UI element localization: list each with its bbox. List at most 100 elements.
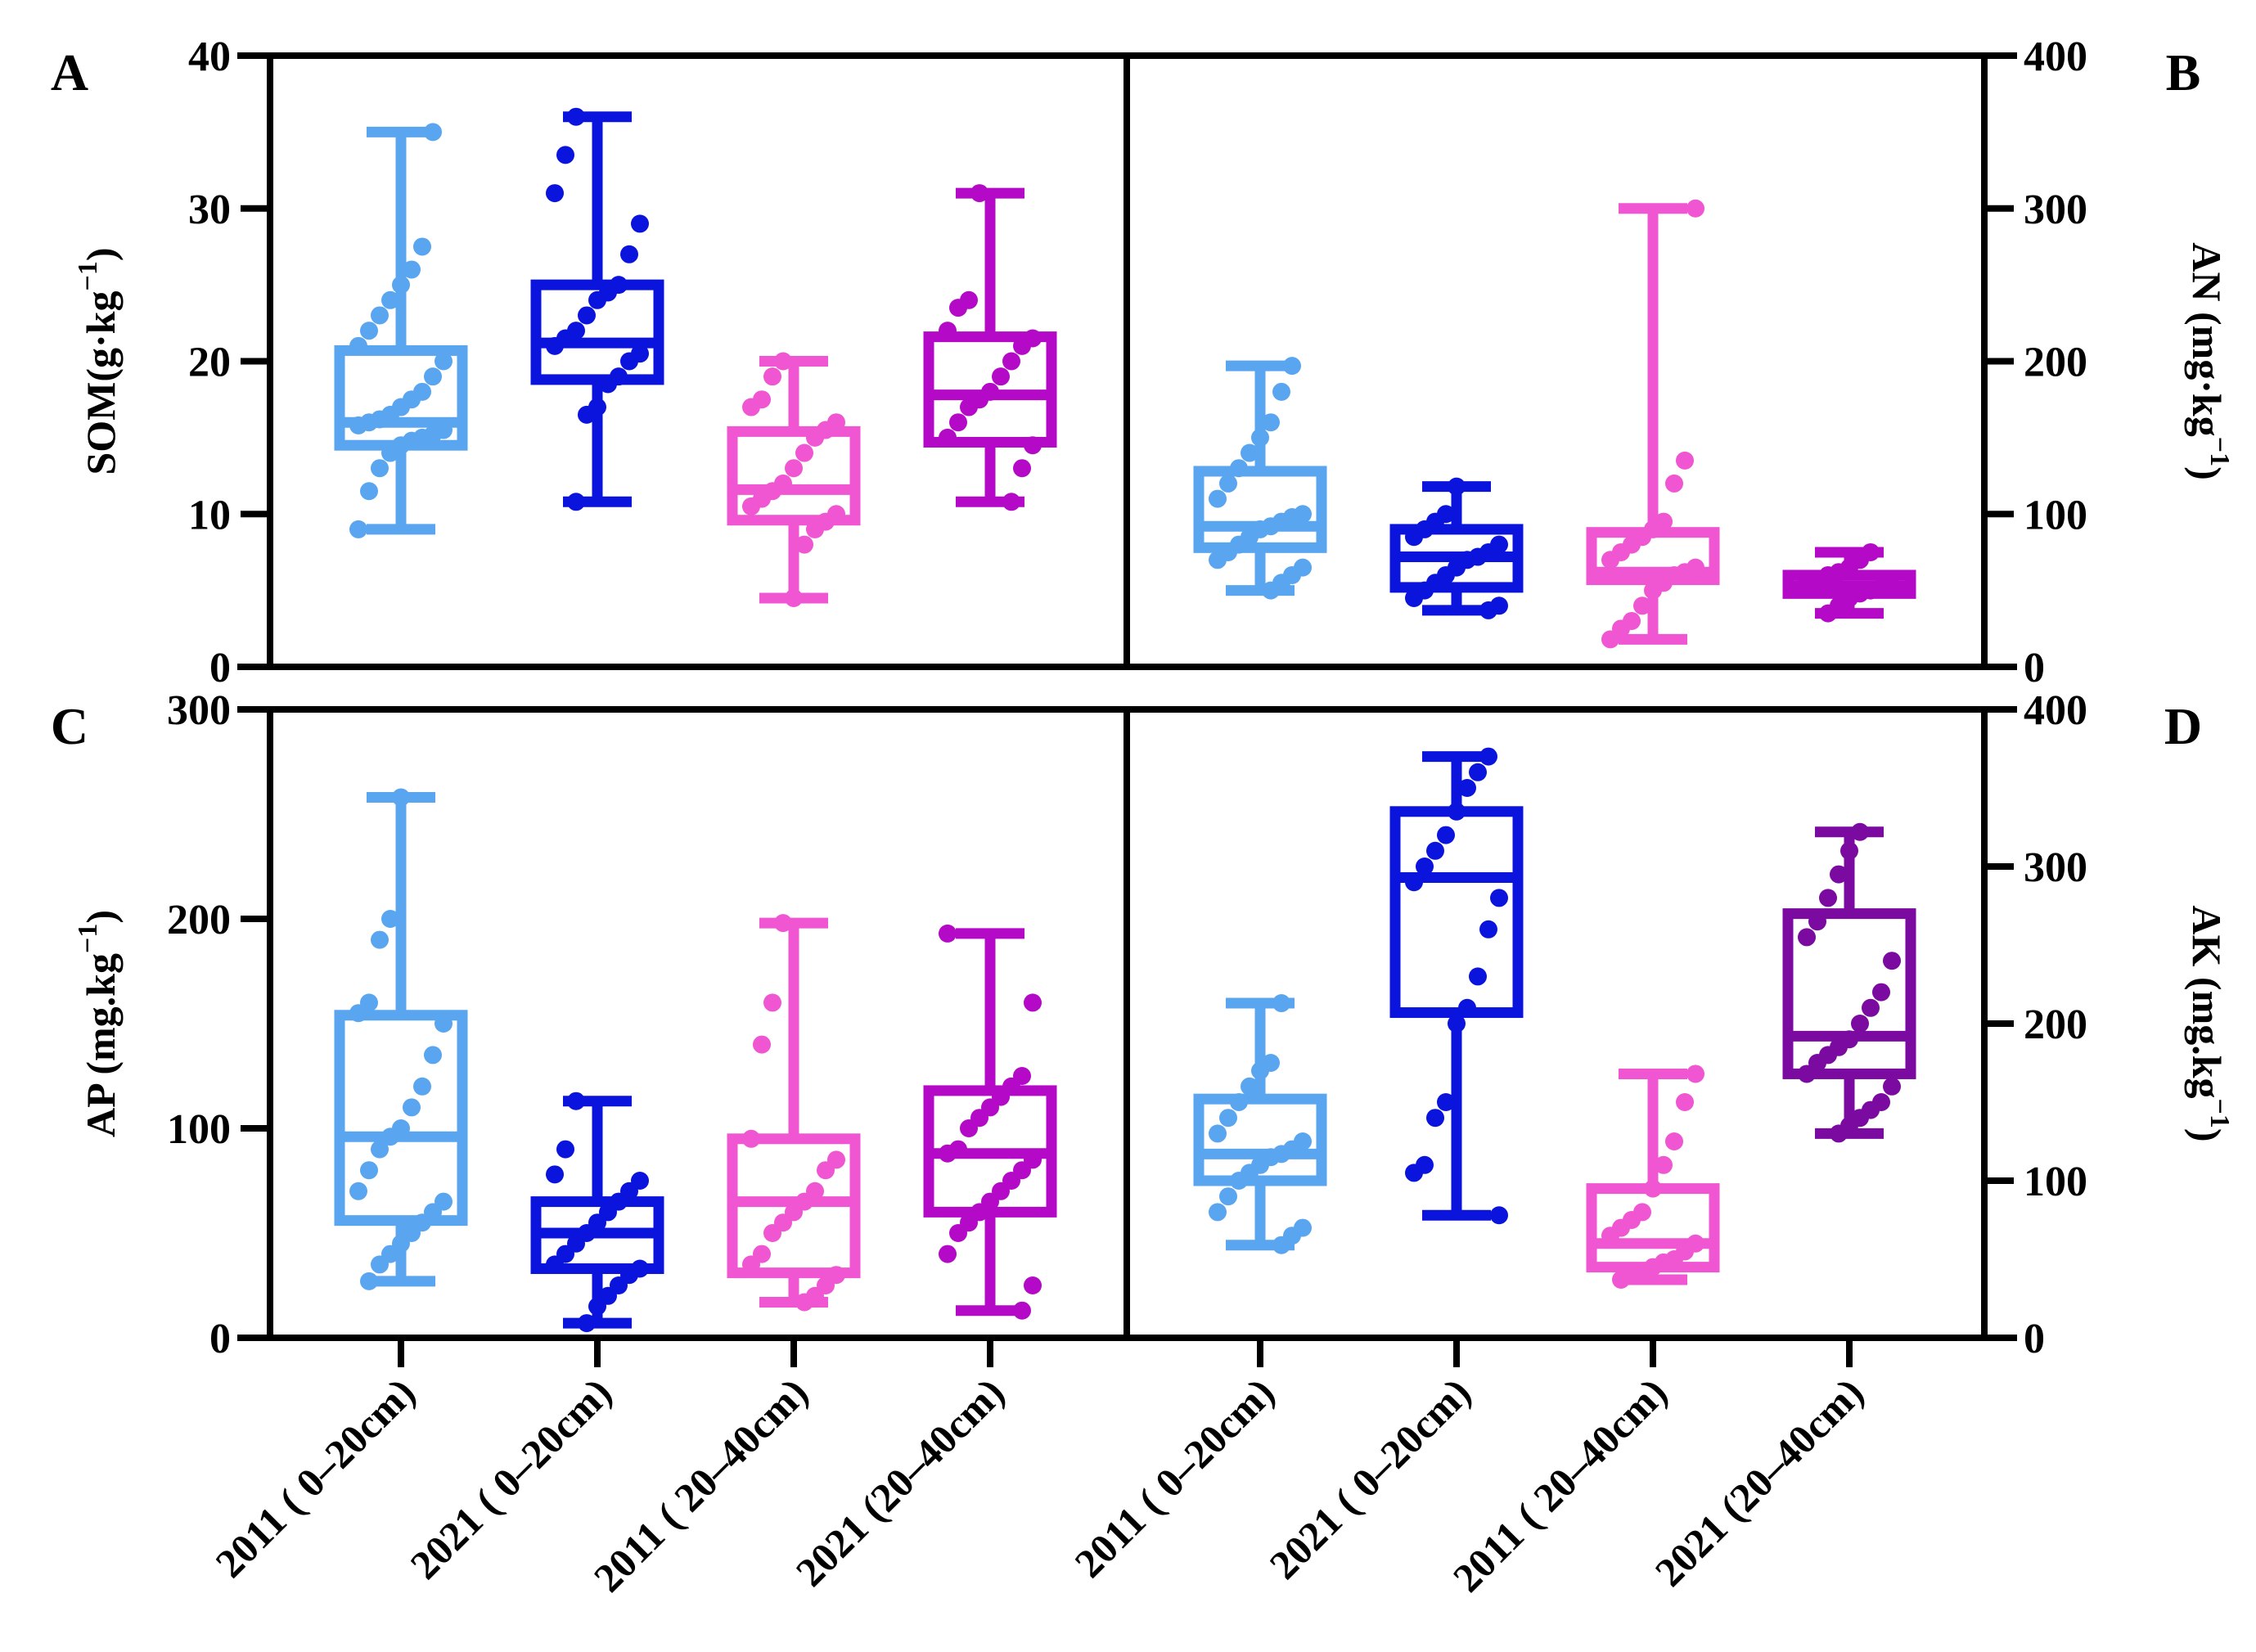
data-point: [1262, 413, 1280, 432]
data-point: [1209, 1203, 1227, 1222]
data-point: [578, 306, 596, 325]
data-point: [360, 1161, 378, 1180]
data-point: [371, 1140, 389, 1159]
data-point: [371, 306, 389, 325]
y-tick-label: 300: [2024, 844, 2087, 891]
x-category-label: 2011 ( 0–20cm): [1065, 1369, 1282, 1586]
data-point: [360, 322, 378, 340]
y-tick-label: 400: [2024, 34, 2087, 80]
y-axis-title-sup: −1: [73, 261, 103, 290]
y-tick-label: 0: [2024, 1316, 2045, 1362]
x-category-label: 2021 ( 0–20cm): [401, 1369, 619, 1587]
data-point: [970, 184, 988, 203]
box-iqr: [530, 279, 664, 385]
x-category-label: 2011 ( 20–40cm): [585, 1369, 817, 1600]
y-tick-label: 100: [167, 1106, 231, 1153]
data-point: [546, 1165, 564, 1184]
x-category-label: 2011 ( 0–20cm): [206, 1369, 423, 1586]
y-tick-label: 400: [2024, 687, 2087, 734]
data-point: [1426, 1109, 1444, 1128]
data-point: [1294, 1132, 1312, 1150]
data-point: [795, 535, 813, 554]
data-point: [1230, 1093, 1248, 1111]
data-point: [1013, 1067, 1031, 1085]
panel-letter-c: C: [51, 697, 88, 755]
data-point: [1448, 802, 1466, 821]
data-point: [827, 1266, 845, 1285]
data-point: [556, 146, 574, 164]
data-point: [1686, 199, 1704, 218]
data-point: [1002, 493, 1020, 511]
y-tick-label: 0: [2024, 645, 2045, 691]
y-axis-title-main: AK (mg.kg: [2184, 905, 2230, 1098]
data-point: [1665, 474, 1683, 493]
data-point: [360, 482, 378, 501]
data-point: [1230, 459, 1248, 478]
data-point: [1426, 841, 1444, 860]
data-point: [960, 290, 978, 309]
data-point: [1219, 474, 1237, 493]
data-point: [1633, 596, 1651, 615]
data-point: [1479, 747, 1497, 766]
data-point: [1686, 558, 1704, 577]
x-category-label: 2011 ( 20–40cm): [1444, 1369, 1676, 1600]
y-tick-label: 10: [188, 492, 231, 538]
data-point: [349, 336, 367, 355]
data-point: [435, 421, 453, 439]
data-point: [1851, 822, 1869, 841]
data-point: [992, 367, 1010, 386]
data-point: [1262, 1054, 1280, 1072]
data-point: [1448, 477, 1466, 496]
data-point: [588, 398, 606, 416]
data-point: [349, 520, 367, 538]
data-point: [424, 1046, 442, 1065]
y-axis-title-b: AN (mg·kg−1): [2184, 242, 2235, 480]
y-axis-title-a: SOM(g·kg−1): [73, 247, 124, 475]
data-point: [1479, 920, 1497, 939]
data-point: [413, 1077, 431, 1096]
data-point: [1623, 611, 1641, 630]
data-point: [827, 505, 845, 524]
y-axis-title-close: ): [78, 247, 124, 261]
y-tick-label: 0: [209, 1316, 231, 1362]
data-point: [785, 459, 803, 478]
box-b-4: [1782, 542, 1916, 623]
data-point: [1024, 1276, 1042, 1294]
y-tick-label: 30: [188, 187, 231, 233]
data-point: [763, 993, 781, 1012]
y-axis-title-c: AP (mg.kg−1): [73, 910, 124, 1137]
data-point: [1024, 993, 1042, 1012]
data-point: [1024, 1150, 1042, 1169]
y-tick-label: 20: [188, 340, 231, 386]
y-axis-title-sup: −1: [73, 924, 103, 953]
data-point: [1241, 443, 1259, 462]
data-point: [1798, 928, 1816, 947]
data-point: [546, 184, 564, 203]
y-axis-title-main: AP (mg.kg: [78, 953, 124, 1137]
y-axis-title-close: ): [2184, 466, 2230, 480]
x-category-label: 2021 ( 0–20cm): [1260, 1369, 1479, 1587]
box-d-2: [1389, 747, 1524, 1225]
data-point: [424, 367, 442, 386]
data-point: [435, 1192, 453, 1211]
box-d-3: [1586, 1065, 1720, 1289]
data-point: [981, 382, 999, 401]
data-point: [631, 214, 649, 233]
data-point: [1490, 596, 1508, 615]
panel-letter-d: D: [2164, 697, 2202, 755]
panel-letter-a: A: [51, 43, 88, 101]
data-point: [939, 924, 957, 943]
data-point: [556, 1140, 574, 1159]
data-point: [567, 1092, 585, 1110]
box-c-4: [923, 924, 1057, 1320]
data-point: [1437, 505, 1455, 524]
y-axis-title-sup: −1: [2204, 437, 2235, 466]
box-b-3: [1586, 199, 1720, 649]
data-point: [403, 1098, 421, 1117]
data-point: [381, 290, 399, 309]
data-point: [1665, 1132, 1683, 1150]
data-point: [1808, 912, 1826, 931]
data-point: [1490, 1206, 1508, 1225]
data-point: [578, 1314, 596, 1333]
y-tick-label: 40: [188, 34, 231, 80]
